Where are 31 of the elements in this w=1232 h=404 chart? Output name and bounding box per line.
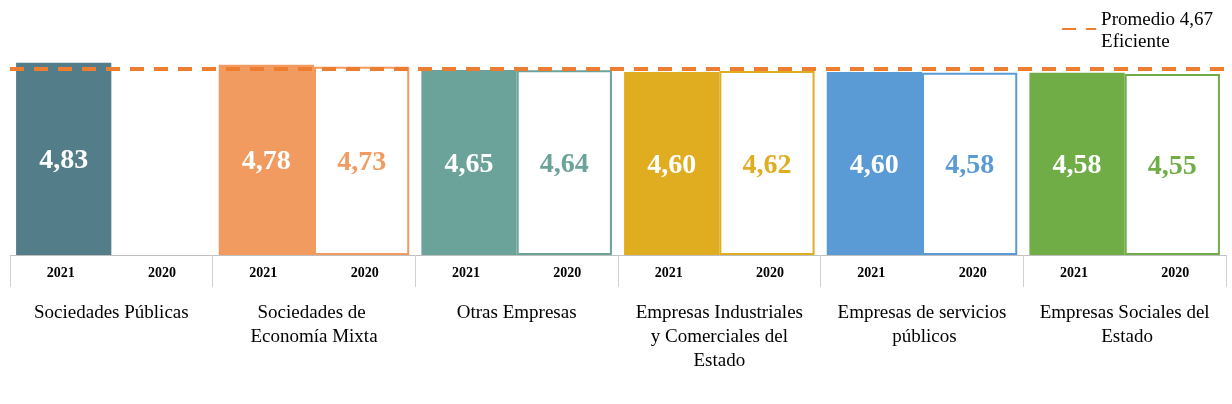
text: 2021 [654,264,683,280]
data-label: 4,60 [849,147,899,179]
text: 2020 [148,264,176,280]
text: 2020 [1161,264,1190,280]
data-label: 4,60 [647,147,697,179]
x-tick-label: Otras Empresas [456,300,577,322]
data-label: 4,83 [39,143,89,175]
data-label: 4,73 [337,145,387,177]
data-label: 4,65 [444,146,494,178]
data-label: 4,58 [945,148,995,180]
text: 2021 [249,264,278,280]
x-tick-label: Sociedades Públicas [34,300,189,322]
text: 2020 [756,264,784,280]
data-label: 4,78 [241,144,291,176]
x-tick-label: Empresas Sociales del Estado [1039,300,1210,346]
series-label: 2021 [46,264,75,280]
x-tick-label: Sociedades de Economía Mixta [250,300,379,346]
text: 2021 [452,264,480,280]
data-label: 4,62 [742,147,792,179]
text: 2020 [553,264,582,280]
text: 2021 [1060,264,1088,280]
x-tick-label: Empresas de servicios públicos [837,300,1007,346]
text: 2021 [857,264,886,280]
series-label: 2020 [350,264,379,280]
data-label: 4,55 [1147,148,1197,180]
text: 2020 [958,264,987,280]
legend-label: Promedio 4,67 Eficiente [1101,7,1214,51]
bar [16,62,112,255]
x-tick-label: Empresas Industriales y Comerciales del Estado [635,300,803,370]
data-label: 4,58 [1052,148,1102,180]
data-label: 4,64 [539,147,589,179]
